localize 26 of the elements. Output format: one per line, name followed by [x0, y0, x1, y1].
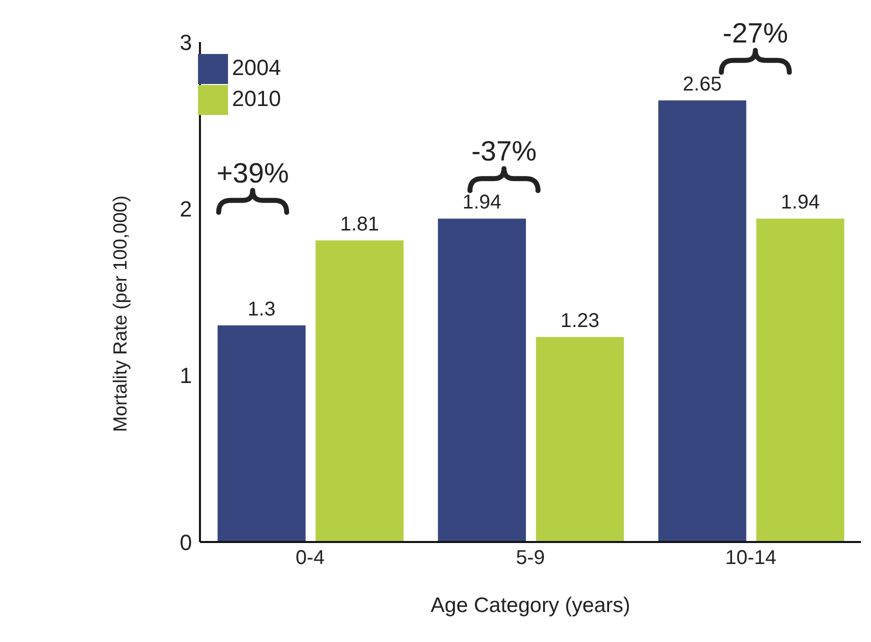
legend-label: 2004: [232, 55, 281, 80]
bar: [756, 218, 844, 542]
data-label: 1.81: [340, 213, 380, 236]
data-label: 1.94: [462, 192, 502, 214]
annotation: -27%: [722, 17, 788, 48]
bar: [536, 337, 624, 542]
data-label: 2.65: [682, 73, 722, 96]
x-axis-title: Age Category (years): [430, 594, 630, 617]
y-tick-label: 0: [180, 530, 192, 555]
bar: [438, 218, 526, 542]
x-tick-label: 5-9: [516, 547, 545, 570]
bar: [316, 240, 404, 542]
data-label: 1.94: [780, 192, 820, 214]
y-axis-title: Mortality Rate (per 100,000): [110, 195, 132, 432]
annotation: -37%: [471, 136, 537, 167]
legend-label: 2010: [232, 86, 281, 112]
data-label: 1.3: [248, 298, 276, 320]
bar: [658, 100, 746, 542]
y-tick-label: 2: [180, 196, 192, 222]
bar: [218, 325, 306, 542]
annotation: +39%: [216, 157, 289, 188]
x-tick-label: 0-4: [296, 547, 325, 570]
data-label: 1.23: [560, 310, 600, 332]
x-tick-label: 10-14: [725, 547, 776, 570]
y-tick-label: 3: [180, 30, 192, 55]
y-tick-label: 1: [180, 363, 192, 388]
